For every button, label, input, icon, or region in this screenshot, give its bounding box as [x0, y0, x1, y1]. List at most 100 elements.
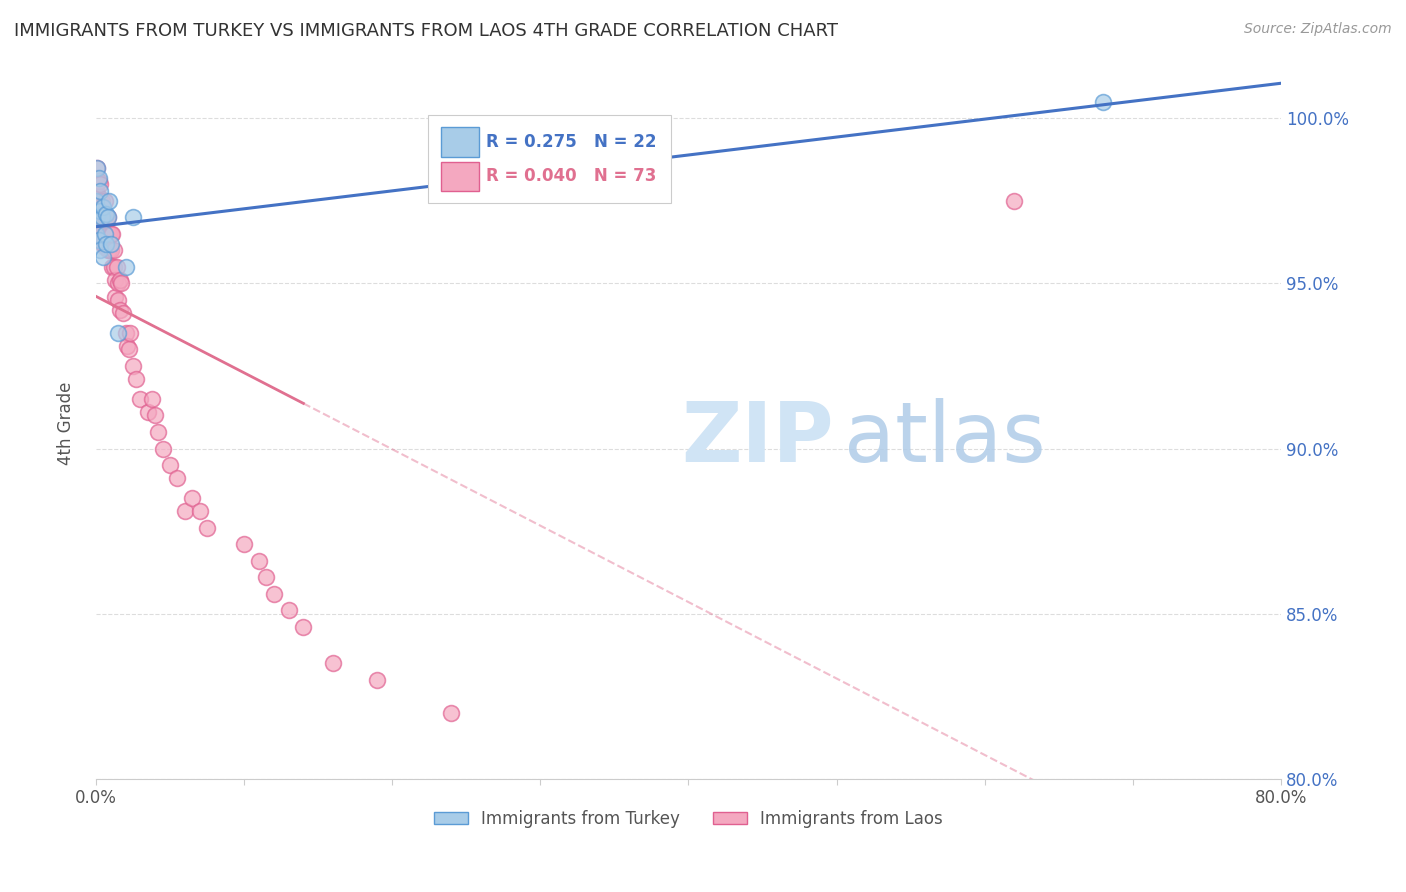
- Point: [1092, 95, 1115, 109]
- Point: [93, 223, 115, 237]
- Point: [103, 260, 125, 274]
- Point: [114, 260, 136, 274]
- Point: [96, 223, 118, 237]
- Text: ZIP: ZIP: [681, 398, 834, 479]
- Point: [93, 207, 115, 221]
- Point: [84, 170, 107, 185]
- Point: [107, 326, 129, 340]
- Point: [86, 161, 108, 175]
- Text: R = 0.040   N = 73: R = 0.040 N = 73: [486, 167, 657, 185]
- Text: atlas: atlas: [844, 398, 1046, 479]
- Point: [93, 236, 115, 251]
- Point: [108, 302, 131, 317]
- Point: [107, 293, 129, 307]
- Point: [103, 244, 125, 258]
- Point: [100, 236, 122, 251]
- Text: IMMIGRANTS FROM TURKEY VS IMMIGRANTS FROM LAOS 4TH GRADE CORRELATION CHART: IMMIGRANTS FROM TURKEY VS IMMIGRANTS FRO…: [14, 22, 838, 40]
- Point: [114, 326, 136, 340]
- Point: [1002, 194, 1025, 208]
- Point: [263, 587, 285, 601]
- Point: [166, 471, 188, 485]
- Point: [152, 442, 174, 456]
- Point: [173, 504, 195, 518]
- Point: [292, 620, 315, 634]
- Point: [93, 250, 115, 264]
- Point: [91, 211, 114, 225]
- Point: [84, 194, 107, 208]
- Point: [97, 244, 120, 258]
- Point: [89, 244, 111, 258]
- Legend: Immigrants from Turkey, Immigrants from Laos: Immigrants from Turkey, Immigrants from …: [427, 803, 949, 835]
- Point: [96, 207, 118, 221]
- Point: [89, 177, 111, 191]
- Point: [91, 194, 114, 208]
- Point: [100, 244, 122, 258]
- Point: [107, 277, 129, 291]
- Point: [87, 170, 110, 185]
- Point: [86, 211, 108, 225]
- Y-axis label: 4th Grade: 4th Grade: [58, 382, 75, 466]
- Point: [97, 211, 120, 225]
- Point: [87, 211, 110, 225]
- Point: [84, 227, 107, 241]
- Point: [125, 372, 148, 386]
- Point: [104, 289, 127, 303]
- Point: [122, 211, 145, 225]
- FancyBboxPatch shape: [427, 115, 671, 203]
- Point: [188, 504, 211, 518]
- Point: [110, 277, 132, 291]
- Point: [101, 227, 124, 241]
- Point: [86, 177, 108, 191]
- Point: [117, 343, 139, 357]
- Point: [181, 491, 204, 505]
- Point: [233, 537, 256, 551]
- Point: [89, 184, 111, 198]
- Point: [89, 223, 111, 237]
- Point: [143, 409, 166, 423]
- Point: [91, 207, 114, 221]
- Point: [120, 326, 142, 340]
- Point: [86, 194, 108, 208]
- Point: [277, 603, 299, 617]
- Point: [98, 194, 121, 208]
- Point: [366, 673, 388, 687]
- Point: [87, 233, 110, 247]
- Point: [148, 425, 170, 439]
- Point: [122, 359, 145, 373]
- Point: [96, 240, 118, 254]
- Point: [97, 211, 120, 225]
- Point: [254, 570, 277, 584]
- Point: [136, 405, 159, 419]
- FancyBboxPatch shape: [441, 128, 479, 157]
- Point: [98, 227, 121, 241]
- Point: [89, 211, 111, 225]
- Point: [84, 203, 107, 218]
- Point: [322, 657, 344, 671]
- Point: [159, 458, 181, 472]
- Point: [129, 392, 152, 406]
- Point: [195, 521, 218, 535]
- Point: [111, 306, 134, 320]
- Point: [96, 236, 118, 251]
- Point: [100, 227, 122, 241]
- Point: [94, 194, 117, 208]
- Point: [96, 211, 118, 225]
- Point: [94, 227, 117, 241]
- Point: [84, 184, 107, 198]
- Point: [94, 211, 117, 225]
- Point: [89, 194, 111, 208]
- Point: [104, 273, 127, 287]
- Point: [91, 227, 114, 241]
- Point: [97, 227, 120, 241]
- Point: [440, 706, 463, 720]
- Point: [98, 244, 121, 258]
- Point: [89, 203, 111, 218]
- FancyBboxPatch shape: [441, 161, 479, 192]
- Point: [93, 200, 115, 214]
- Point: [141, 392, 163, 406]
- Text: R = 0.275   N = 22: R = 0.275 N = 22: [486, 133, 657, 151]
- Point: [105, 260, 128, 274]
- Point: [108, 273, 131, 287]
- Point: [101, 260, 124, 274]
- Point: [115, 339, 138, 353]
